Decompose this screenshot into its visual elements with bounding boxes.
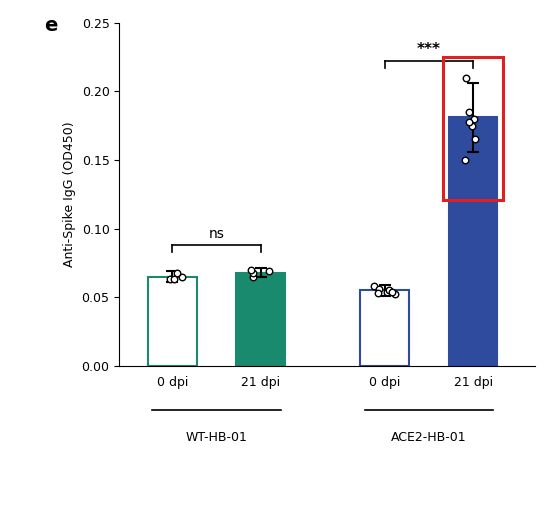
- Point: [468, 122, 476, 130]
- Bar: [449, 118, 497, 366]
- Point: [384, 286, 393, 294]
- Point: [247, 266, 256, 274]
- Point: [178, 272, 186, 280]
- Point: [469, 115, 478, 123]
- Point: [465, 108, 474, 116]
- Bar: [443, 57, 503, 200]
- Text: ACE2-HB-01: ACE2-HB-01: [391, 431, 466, 444]
- Point: [373, 289, 382, 297]
- Point: [249, 272, 258, 280]
- Point: [170, 275, 179, 284]
- Point: [464, 118, 473, 126]
- Point: [374, 285, 383, 293]
- Text: e: e: [45, 16, 58, 35]
- Point: [462, 74, 471, 82]
- Bar: [148, 276, 197, 366]
- Point: [390, 291, 399, 299]
- Bar: [236, 272, 285, 366]
- Point: [382, 288, 391, 296]
- Y-axis label: Anti-Spike IgG (OD450): Anti-Spike IgG (OD450): [63, 122, 76, 267]
- Point: [264, 267, 273, 275]
- Text: ***: ***: [417, 42, 441, 57]
- Point: [173, 268, 182, 276]
- Point: [461, 156, 470, 164]
- Point: [370, 282, 379, 290]
- Point: [387, 288, 396, 296]
- Point: [165, 275, 174, 284]
- Bar: [360, 290, 409, 366]
- Text: WT-HB-01: WT-HB-01: [185, 431, 248, 444]
- Point: [471, 135, 480, 144]
- Text: ns: ns: [208, 227, 224, 241]
- Point: [249, 268, 258, 276]
